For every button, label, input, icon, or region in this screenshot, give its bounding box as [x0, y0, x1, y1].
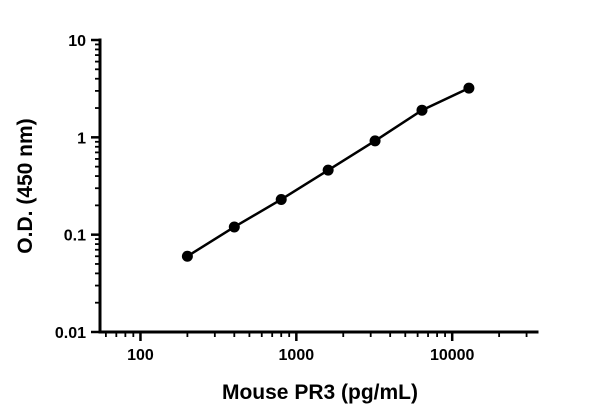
data-point	[369, 135, 381, 147]
data-point	[322, 164, 334, 176]
data-point	[181, 250, 193, 262]
y-tick-label: 10	[68, 33, 86, 50]
data-point	[416, 104, 428, 116]
y-tick-label: 1	[77, 130, 86, 147]
x-tick-label: 1000	[279, 347, 315, 364]
y-axis-label: O.D. (450 nm)	[14, 118, 37, 253]
y-tick-label: 0.01	[55, 325, 86, 342]
data-point	[463, 82, 475, 94]
data-point	[275, 193, 287, 205]
x-axis-label: Mouse PR3 (pg/mL)	[222, 381, 418, 404]
data-point	[228, 221, 240, 233]
chart-axes-and-data: 100 1000 10000 0.01 0.1 1 10	[55, 33, 539, 364]
y-tick-label: 0.1	[64, 228, 86, 245]
x-tick-label: 100	[127, 347, 154, 364]
x-tick-label: 10000	[430, 347, 475, 364]
